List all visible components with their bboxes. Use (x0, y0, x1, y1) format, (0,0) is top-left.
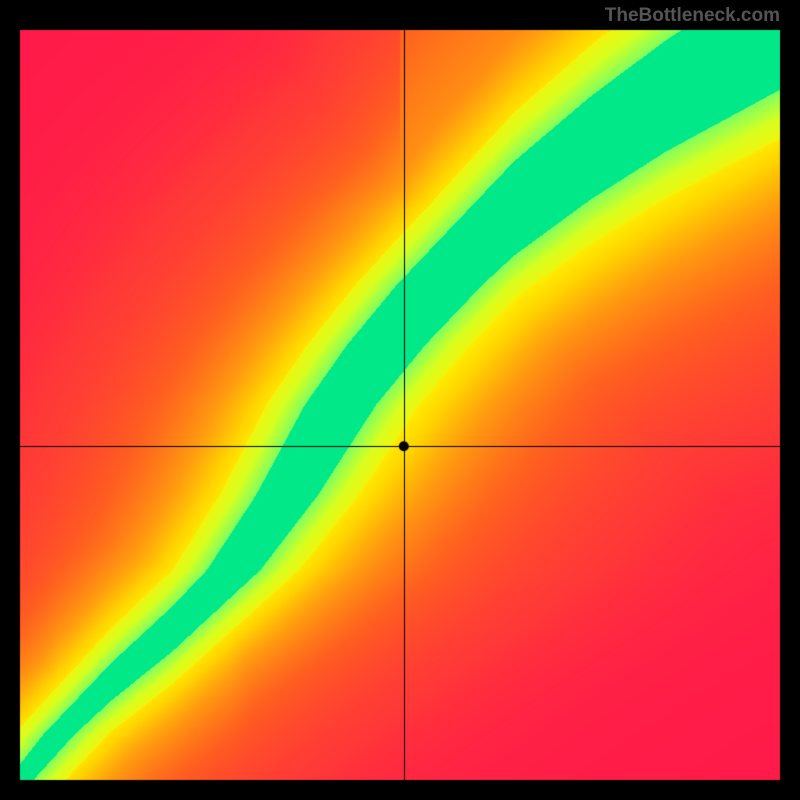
watermark-text: TheBottleneck.com (605, 5, 780, 27)
heatmap-canvas (0, 0, 800, 800)
chart-container: TheBottleneck.com (0, 0, 800, 800)
